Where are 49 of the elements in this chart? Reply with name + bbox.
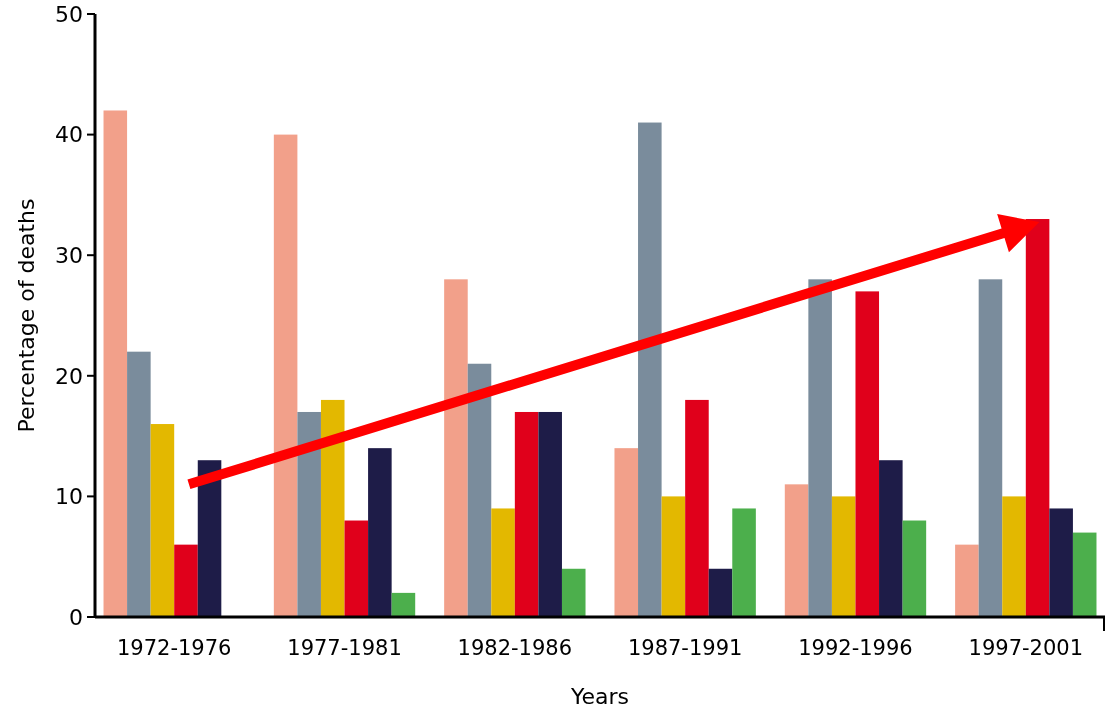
bar [197, 460, 222, 617]
y-axis-title: Percentage of deaths [14, 198, 39, 433]
bar [685, 399, 709, 617]
bar [561, 568, 586, 617]
bar [514, 411, 539, 617]
bar [902, 520, 927, 617]
x-tick-label: 1982-1986 [457, 636, 573, 660]
bar [444, 279, 468, 617]
bar [732, 508, 756, 617]
y-tick-label: 50 [55, 1, 83, 27]
bar [297, 411, 321, 617]
bar [614, 448, 639, 617]
bar [1025, 219, 1050, 617]
x-tick-label: 1997-2001 [968, 636, 1084, 660]
bar [708, 568, 733, 617]
bar [879, 460, 903, 617]
bar [467, 363, 492, 617]
bar [784, 484, 809, 617]
bar [174, 544, 198, 617]
bar [150, 424, 175, 617]
x-axis-title: Years [569, 684, 630, 709]
y-tick-label: 10 [55, 484, 83, 510]
bar [661, 496, 686, 617]
bar [344, 520, 369, 617]
y-tick-label: 30 [55, 242, 83, 268]
bar [127, 351, 151, 617]
bar [273, 134, 298, 617]
bar [808, 279, 832, 617]
x-tick-label: 1987-1991 [627, 636, 743, 660]
bar [1072, 532, 1097, 617]
bar [638, 122, 662, 617]
bar [491, 508, 515, 617]
bar [538, 411, 562, 617]
bar [1002, 496, 1026, 617]
bar [391, 592, 416, 617]
y-tick-label: 0 [69, 604, 83, 630]
bar [831, 496, 856, 617]
x-tick-label: 1977-1981 [287, 636, 402, 660]
bar [955, 544, 979, 617]
x-tick-label: 1992-1996 [798, 636, 913, 660]
y-tick-label: 40 [55, 122, 83, 148]
bar [1049, 508, 1073, 617]
bar [978, 279, 1003, 617]
bar [855, 291, 880, 617]
bar [103, 110, 128, 617]
bar [368, 448, 392, 617]
bar [320, 399, 345, 617]
x-tick-label: 1972-1976 [116, 636, 232, 660]
y-tick-label: 20 [55, 363, 83, 389]
